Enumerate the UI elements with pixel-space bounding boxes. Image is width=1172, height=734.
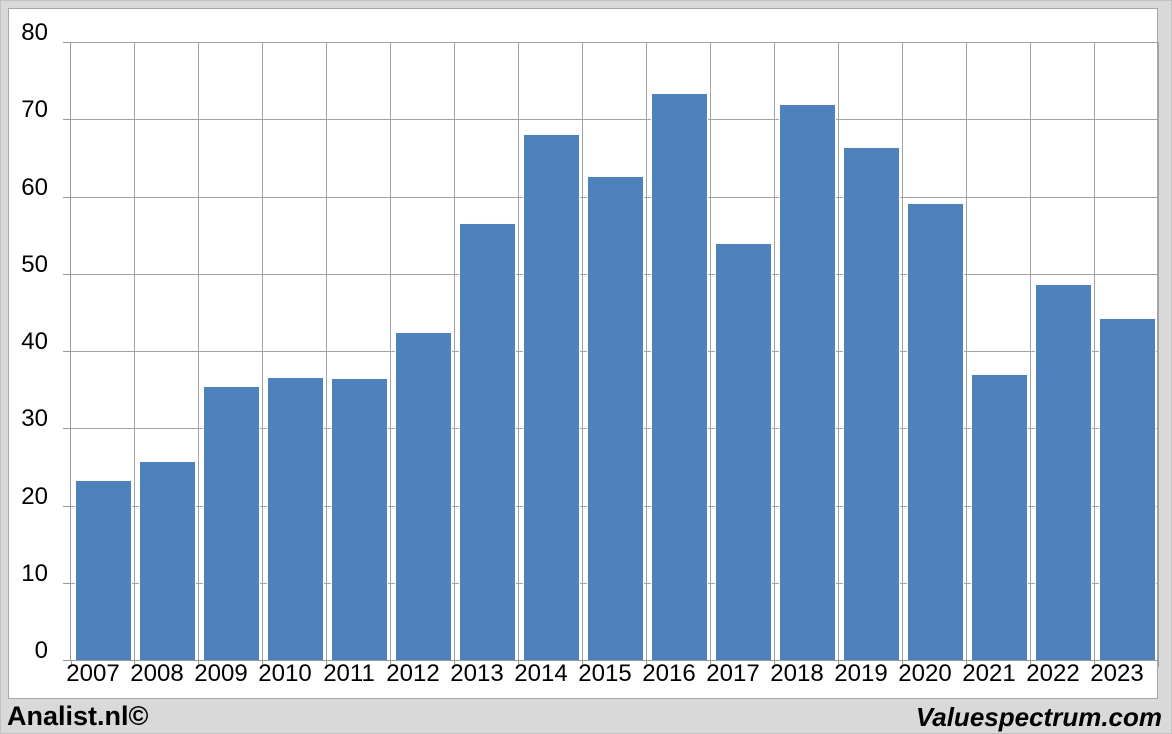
x-tick-16 bbox=[1094, 661, 1095, 667]
gridline-x-12 bbox=[838, 42, 839, 660]
y-tick-30 bbox=[63, 428, 70, 430]
x-tick-17 bbox=[1158, 661, 1159, 667]
x-tick-10 bbox=[710, 661, 711, 667]
bar-2009 bbox=[202, 385, 260, 660]
gridline-x-14 bbox=[966, 42, 967, 660]
x-axis-label-2017: 2017 bbox=[706, 660, 760, 687]
y-axis-label-40: 40 bbox=[21, 328, 48, 355]
y-tick-70 bbox=[63, 119, 70, 121]
bar-2011 bbox=[330, 378, 388, 660]
x-axis-label-2009: 2009 bbox=[194, 660, 248, 687]
gridline-x-15 bbox=[1030, 42, 1031, 660]
bar-2015 bbox=[586, 175, 644, 660]
x-tick-3 bbox=[262, 661, 263, 667]
x-tick-7 bbox=[518, 661, 519, 667]
x-axis-label-2015: 2015 bbox=[578, 660, 632, 687]
gridline-x-4 bbox=[326, 42, 327, 660]
gridline-y-70 bbox=[71, 119, 1159, 121]
y-tick-80 bbox=[63, 42, 70, 43]
x-axis-label-2013: 2013 bbox=[450, 660, 504, 687]
y-tick-0 bbox=[63, 660, 70, 661]
y-axis-label-80: 80 bbox=[21, 19, 48, 46]
bar-2022 bbox=[1034, 283, 1092, 660]
y-axis-label-0: 0 bbox=[34, 637, 48, 664]
x-axis-label-2022: 2022 bbox=[1026, 660, 1080, 687]
x-axis-label-2023: 2023 bbox=[1090, 660, 1144, 687]
gridline-x-7 bbox=[518, 42, 519, 660]
x-axis-label-2021: 2021 bbox=[962, 660, 1016, 687]
brand-analist: Analist.nl© bbox=[7, 701, 149, 731]
x-axis-label-2020: 2020 bbox=[898, 660, 952, 687]
x-axis-label-2012: 2012 bbox=[386, 660, 440, 687]
gridline-x-17 bbox=[1158, 42, 1159, 660]
bar-2008 bbox=[138, 461, 196, 660]
gridline-x-9 bbox=[646, 42, 647, 660]
x-tick-5 bbox=[390, 661, 391, 667]
y-axis-label-60: 60 bbox=[21, 173, 48, 201]
x-tick-15 bbox=[1030, 661, 1031, 667]
x-tick-9 bbox=[646, 661, 647, 667]
bar-2010 bbox=[266, 376, 324, 660]
chart-panel bbox=[8, 8, 1159, 699]
bar-2007 bbox=[74, 480, 132, 660]
gridline-x-11 bbox=[774, 42, 775, 660]
bar-2021 bbox=[970, 374, 1028, 660]
x-axis-label-2016: 2016 bbox=[642, 660, 696, 687]
y-axis-label-70: 70 bbox=[21, 96, 48, 124]
bar-2018 bbox=[778, 103, 836, 660]
y-tick-40 bbox=[63, 351, 70, 352]
bar-2017 bbox=[714, 242, 772, 660]
bar-2020 bbox=[906, 203, 964, 660]
gridline-y-80 bbox=[71, 42, 1159, 43]
bar-2016 bbox=[650, 93, 708, 660]
x-axis-label-2007: 2007 bbox=[66, 660, 120, 687]
x-axis-label-2014: 2014 bbox=[514, 660, 568, 687]
y-tick-10 bbox=[63, 582, 70, 584]
bar-2014 bbox=[522, 133, 580, 660]
y-axis-label-30: 30 bbox=[21, 405, 48, 433]
x-tick-6 bbox=[454, 661, 455, 667]
x-axis-label-2011: 2011 bbox=[323, 660, 375, 687]
gridline-x-6 bbox=[454, 42, 455, 660]
plot-area bbox=[63, 42, 1159, 667]
gridline-x-13 bbox=[902, 42, 903, 660]
gridline-x-10 bbox=[710, 42, 711, 660]
gridline-x-5 bbox=[390, 42, 391, 660]
gridline-x-16 bbox=[1094, 42, 1095, 660]
bar-2013 bbox=[458, 222, 516, 660]
x-axis-label-2018: 2018 bbox=[770, 660, 824, 687]
x-tick-0 bbox=[71, 661, 72, 667]
bar-2019 bbox=[842, 147, 900, 660]
y-axis-label-50: 50 bbox=[21, 250, 48, 278]
gridline-x-3 bbox=[262, 42, 263, 660]
bar-2012 bbox=[394, 331, 452, 660]
footer-bar: Analist.nl© Valuespectrum.com bbox=[0, 700, 1172, 734]
bar-2023 bbox=[1098, 317, 1156, 660]
x-tick-12 bbox=[838, 661, 839, 667]
x-axis-label-2019: 2019 bbox=[834, 660, 888, 687]
y-tick-60 bbox=[63, 196, 70, 198]
x-tick-4 bbox=[326, 661, 327, 667]
x-tick-14 bbox=[966, 661, 967, 667]
x-tick-2 bbox=[198, 661, 199, 667]
gridline-x-2 bbox=[198, 42, 199, 660]
brand-valuespectrum: Valuespectrum.com bbox=[915, 702, 1162, 732]
gridline-x-1 bbox=[134, 42, 135, 660]
gridline-x-8 bbox=[582, 42, 583, 660]
y-axis-label-10: 10 bbox=[21, 559, 48, 587]
x-tick-11 bbox=[774, 661, 775, 667]
x-tick-13 bbox=[902, 661, 903, 667]
x-axis-label-2008: 2008 bbox=[130, 660, 184, 687]
y-axis-label-20: 20 bbox=[21, 482, 48, 510]
x-tick-8 bbox=[582, 661, 583, 667]
y-tick-50 bbox=[63, 273, 70, 275]
x-axis-label-2010: 2010 bbox=[258, 660, 312, 687]
x-tick-1 bbox=[134, 661, 135, 667]
y-tick-20 bbox=[63, 505, 70, 507]
